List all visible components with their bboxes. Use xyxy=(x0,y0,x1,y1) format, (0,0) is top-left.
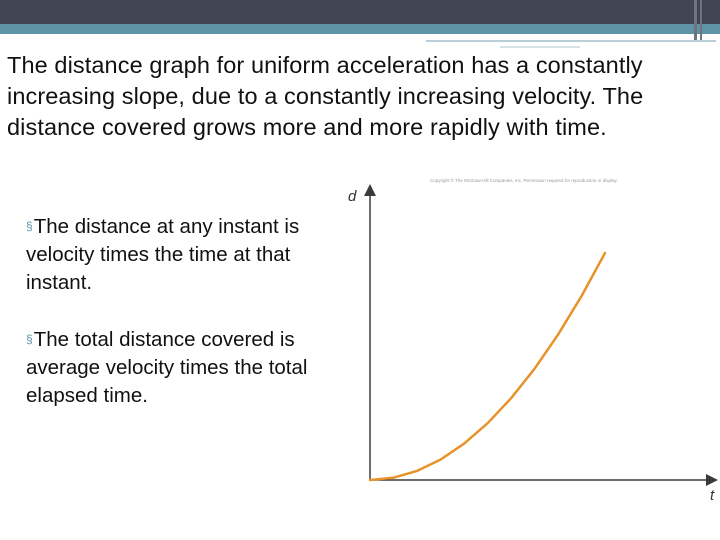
header-band xyxy=(0,0,720,24)
header-accent-thin-line xyxy=(426,40,716,42)
distance-curve xyxy=(368,251,607,482)
header-accent-line xyxy=(0,24,720,34)
corner-decoration xyxy=(700,0,702,40)
distance-time-graph: d t xyxy=(348,184,718,504)
bullet-list: §The distance at any instant is velocity… xyxy=(26,212,356,438)
bullet-icon: § xyxy=(26,332,33,346)
bullet-text: The distance at any instant is velocity … xyxy=(26,215,300,294)
slide-paragraph: The distance graph for uniform accelerat… xyxy=(7,52,644,140)
y-axis-label: d xyxy=(348,188,357,205)
bullet-text: The total distance covered is average ve… xyxy=(26,328,308,407)
header-accent-short-line xyxy=(500,46,580,48)
x-axis-label: t xyxy=(710,487,715,504)
bullet-item: §The distance at any instant is velocity… xyxy=(26,212,356,297)
copyright-notice: Copyright © The McGraw-Hill Companies, I… xyxy=(430,178,618,183)
corner-decoration xyxy=(694,0,697,40)
bullet-icon: § xyxy=(26,219,33,233)
bullet-item: §The total distance covered is average v… xyxy=(26,325,356,410)
